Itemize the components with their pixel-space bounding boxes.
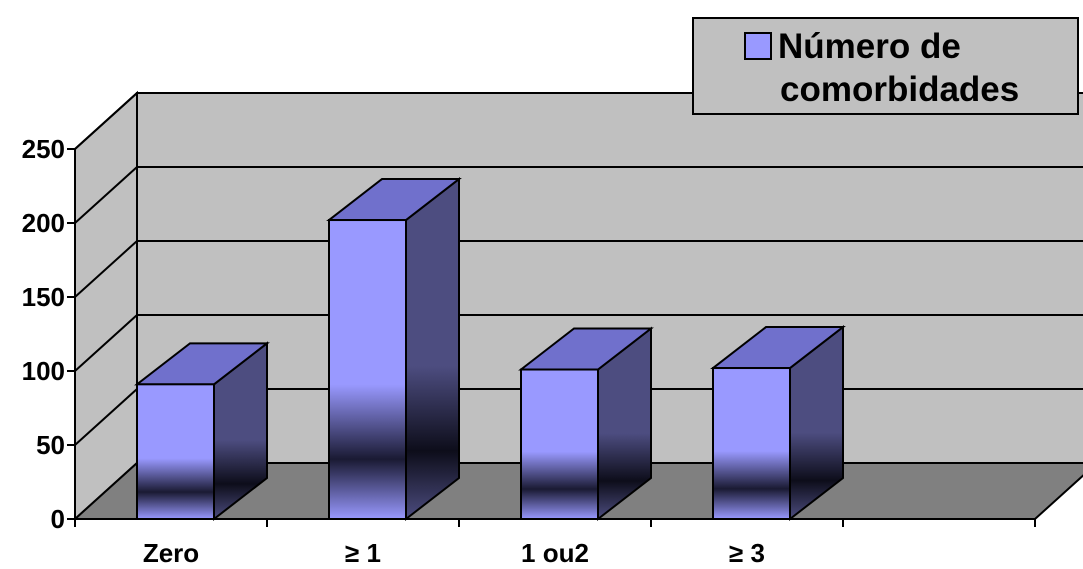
bar-front [136,383,215,520]
bar [710,325,846,522]
bar-front [328,219,407,520]
x-tick-label: 1 ou2 [521,538,589,568]
legend-swatch [744,32,772,60]
bar-front [520,368,599,520]
bar [134,341,270,522]
x-tick-label: Zero [143,538,199,568]
y-tick-label: 50 [36,430,65,460]
bar [518,326,654,522]
y-tick-label: 250 [22,134,65,164]
axes: 0 50 100 150 200 250 Zero ≥ 1 1 ou2 ≥ 3 [22,134,1036,568]
legend-label: comorbidades [780,70,1019,109]
bar-side [405,177,460,522]
gridline [74,314,1083,372]
side-wall [74,90,138,522]
x-tick-label: ≥ 3 [729,538,765,568]
legend: Número de comorbidades [692,17,1079,115]
gridline [74,166,1083,224]
y-tick-label: 0 [51,504,65,534]
x-tick-label: ≥ 1 [345,538,381,568]
y-tick-label: 150 [22,282,65,312]
legend-label: Número de [778,27,961,66]
bar [326,177,462,522]
y-tick-label: 100 [22,356,65,386]
bars [134,177,846,522]
bar-front [712,367,791,521]
gridline [74,240,1083,298]
y-tick-label: 200 [22,208,65,238]
